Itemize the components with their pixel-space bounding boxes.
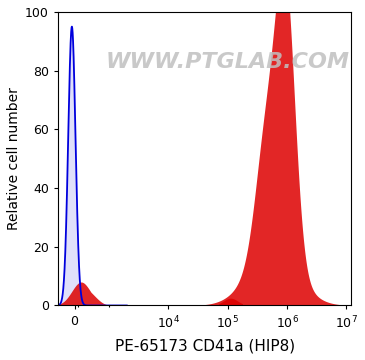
X-axis label: PE-65173 CD41a (HIP8): PE-65173 CD41a (HIP8) — [115, 338, 295, 353]
Text: WWW.PTGLAB.COM: WWW.PTGLAB.COM — [106, 52, 350, 72]
Y-axis label: Relative cell number: Relative cell number — [7, 87, 21, 230]
